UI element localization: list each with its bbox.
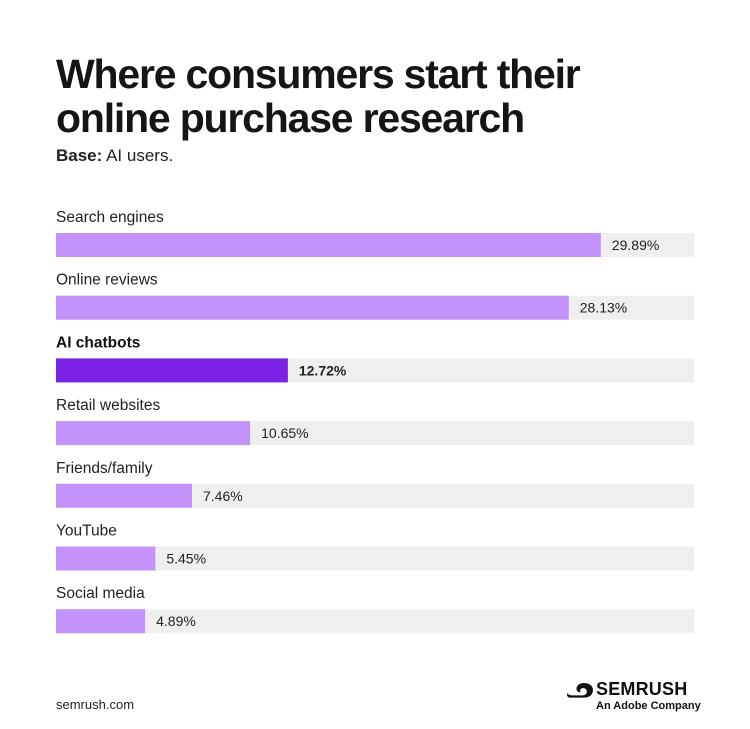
category-label: Retail websites bbox=[56, 397, 160, 414]
value-label: 10.65% bbox=[261, 425, 308, 441]
bar bbox=[56, 483, 192, 508]
source-url: semrush.com bbox=[56, 697, 135, 712]
bar bbox=[56, 609, 146, 634]
bar-track bbox=[56, 609, 694, 634]
brand-tagline: An Adobe Company bbox=[596, 700, 701, 712]
category-label: Friends/family bbox=[56, 460, 153, 477]
brand-name: SEMRUSH bbox=[596, 679, 688, 699]
bar bbox=[56, 233, 601, 257]
subtitle-label: Base: bbox=[56, 146, 103, 165]
value-label: 5.45% bbox=[166, 551, 206, 567]
chart-subtitle: Base: AI users. bbox=[56, 146, 173, 166]
bar-track bbox=[56, 546, 694, 571]
semrush-fire-icon bbox=[567, 683, 593, 698]
category-label: Social media bbox=[56, 585, 145, 602]
value-label: 4.89% bbox=[156, 613, 196, 629]
chart-title: Where consumers start their online purch… bbox=[56, 51, 581, 141]
bar bbox=[56, 295, 569, 320]
semrush-logo: SEMRUSH An Adobe Company bbox=[566, 679, 701, 713]
bar bbox=[56, 358, 288, 383]
category-label: AI chatbots bbox=[56, 334, 140, 351]
value-label: 7.46% bbox=[203, 488, 243, 504]
category-label: Search engines bbox=[56, 209, 164, 226]
value-label: 12.72% bbox=[299, 362, 347, 378]
category-label: Online reviews bbox=[56, 272, 158, 289]
bar bbox=[56, 421, 251, 446]
category-label: YouTube bbox=[56, 523, 117, 540]
bar bbox=[56, 546, 156, 571]
subtitle-text: AI users. bbox=[102, 146, 174, 165]
value-label: 29.89% bbox=[612, 237, 659, 253]
value-label: 28.13% bbox=[580, 300, 627, 316]
